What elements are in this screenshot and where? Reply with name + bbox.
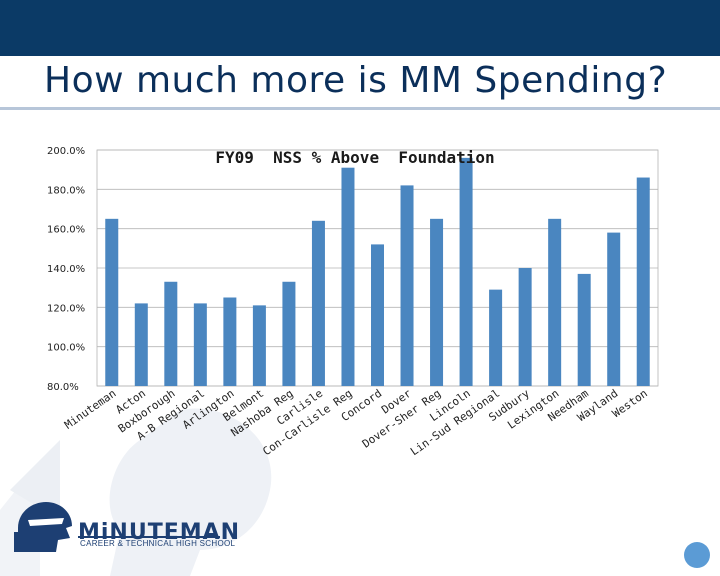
bar-minuteman [105,218,119,386]
bar-weston [636,177,650,386]
y-axis-ticks: 80.0% 100.0% 120.0% 140.0% 160.0% 180.0% 200.0… [47,146,85,393]
bar-con-carlisle-reg [341,167,355,386]
bar-arlington [223,297,237,386]
bar-belmont [252,305,266,386]
logo-tagline: CAREER & TECHNICAL HIGH SCHOOL [80,539,236,548]
bar-a-b-regional [193,303,207,386]
bar-carlisle [311,220,325,386]
logo-name: MiNUTEMAN [78,520,241,545]
bars [105,157,650,386]
y-tick-label: 120.0% [47,303,85,314]
y-tick-label: 200.0% [47,146,85,157]
bar-concord [371,244,384,386]
bar-sudbury [518,268,532,386]
bar-dover-sher-reg [430,218,444,386]
minuteman-logo-icon [14,502,72,552]
bar-lexington [548,218,562,386]
bar-lin-sud-regional [489,289,503,386]
y-tick-label: 80.0% [47,382,79,393]
chart-title: FY09 NSS % Above Foundation [215,148,494,167]
title-band [0,56,720,107]
bar-acton [134,303,148,386]
bar-lincoln [459,157,473,386]
y-tick-label: 140.0% [47,264,85,275]
bar-boxborough [164,281,178,386]
y-tick-label: 100.0% [47,343,85,354]
slide-dot-icon [684,542,710,568]
slide-title: How much more is MM Spending? [44,60,668,101]
y-tick-label: 180.0% [47,185,85,196]
y-tick-label: 160.0% [47,225,85,236]
bar-dover [400,185,414,386]
title-rule [0,107,720,110]
bar-needham [577,273,591,386]
x-tick-label: Minuteman [62,387,118,432]
bar-nashoba-reg [282,281,296,386]
bar-wayland [607,232,621,386]
watermark-figure-icon [0,408,272,576]
logo-divider [78,536,220,538]
